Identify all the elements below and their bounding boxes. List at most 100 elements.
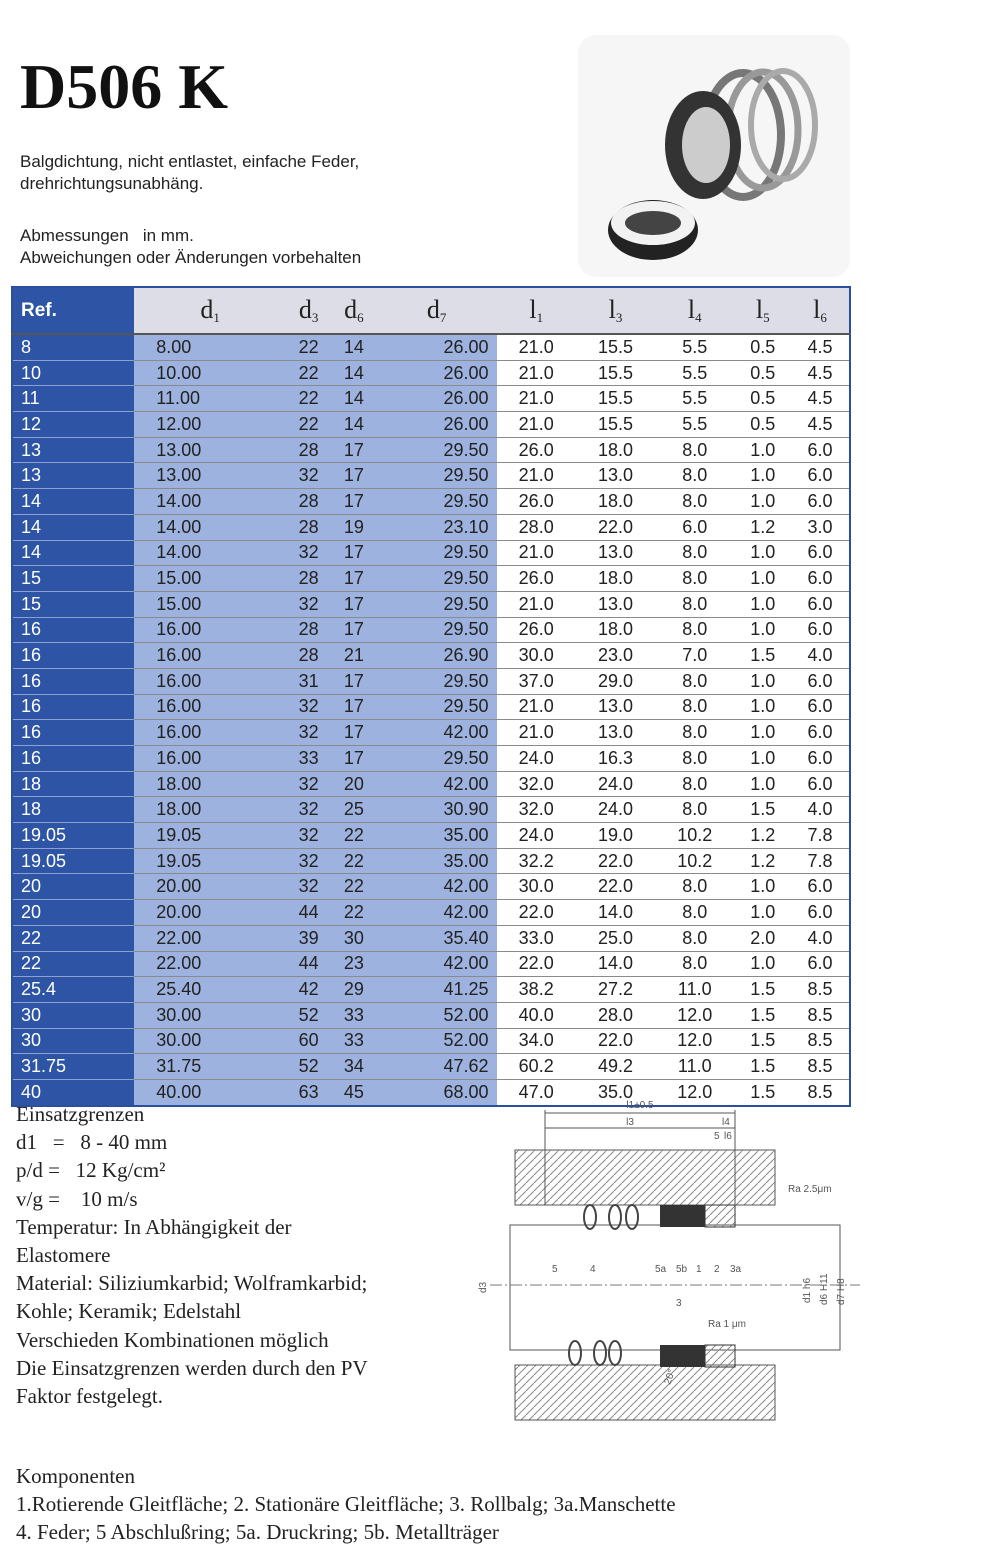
table-cell: 23 (331, 951, 377, 978)
table-cell: 7.8 (791, 848, 850, 875)
table-row: 13 13.00 28 17 29.50 26.0 18.0 8.0 1.0 6.0 (12, 437, 850, 464)
header-subscript: 3 (311, 310, 319, 325)
table-cell: 1.0 (734, 873, 792, 901)
table-cell: 17 (331, 437, 377, 464)
table-cell: 1.0 (734, 565, 792, 592)
table-cell: 22 (331, 822, 377, 849)
table-cell: 35.40 (376, 925, 497, 952)
limit-line: d1 = 8 - 40 mm (16, 1130, 168, 1155)
table-cell: 29.50 (376, 617, 497, 644)
table-cell: 19.05 (134, 822, 286, 849)
table-cell: 6.0 (791, 873, 850, 901)
table-cell: 8.0 (655, 437, 735, 464)
table-row: 8 8.00 22 14 26.00 21.0 15.5 5.5 0.5 4.5 (12, 334, 850, 361)
table-cell: 22.00 (134, 951, 286, 978)
table-cell: 12.0 (655, 1079, 735, 1107)
table-cell: 16 (12, 642, 135, 669)
table-cell: 17 (331, 617, 377, 644)
table-cell: 30.00 (134, 1002, 286, 1029)
table-cell: 31 (285, 668, 332, 695)
table-cell: 32 (285, 694, 332, 721)
table-cell: 10.2 (655, 848, 735, 875)
table-cell: 19.05 (12, 848, 135, 875)
table-cell: 42.00 (376, 873, 497, 901)
table-cell: 14 (331, 385, 377, 413)
table-cell: 16.3 (575, 745, 656, 772)
table-cell: 0.5 (734, 334, 792, 361)
table-cell: 30 (12, 1002, 135, 1029)
table-cell: 16.00 (134, 668, 286, 695)
table-cell: 40.00 (134, 1079, 286, 1107)
table-cell: 8.0 (655, 796, 735, 824)
table-cell: 14 (331, 334, 377, 361)
table-cell: 14.00 (134, 514, 286, 541)
table-cell: 27.2 (575, 976, 656, 1003)
table-cell: 45 (331, 1079, 377, 1107)
table-cell: 30.00 (134, 1028, 286, 1055)
table-cell: 0.5 (734, 385, 792, 413)
table-cell: 8.5 (791, 1002, 850, 1029)
table-cell: 8.0 (655, 617, 735, 644)
table-cell: 17 (331, 565, 377, 592)
table-cell: 12 (12, 411, 135, 438)
table-cell: 16.00 (134, 719, 286, 746)
table-cell: 31.75 (134, 1053, 286, 1080)
table-cell: 19.0 (575, 822, 656, 849)
roughness: Ra 2.5μm (788, 1184, 832, 1195)
table-cell: 60 (285, 1028, 332, 1055)
table-cell: 21.0 (496, 385, 576, 413)
table-cell: 1.2 (734, 822, 792, 849)
table-cell: 22 (285, 411, 332, 438)
header-subscript: 7 (439, 310, 447, 325)
header-subscript: 1 (213, 310, 220, 325)
header-subscript: 5 (763, 310, 770, 325)
table-cell: 5.5 (655, 360, 735, 387)
table-cell: 1.0 (734, 488, 792, 515)
table-cell: 40 (12, 1079, 135, 1107)
header-cell: l3 (575, 287, 656, 335)
table-cell: 29.50 (376, 437, 497, 464)
table-cell: 18.00 (134, 771, 286, 798)
table-row: 16 16.00 31 17 29.50 37.0 29.0 8.0 1.0 6.0 (12, 668, 850, 695)
header-cell: d3 (285, 287, 332, 335)
table-cell: 19.05 (12, 822, 135, 849)
table-cell: 26.90 (376, 642, 497, 669)
table-cell: 4.5 (791, 411, 850, 438)
table-cell: 44 (285, 899, 332, 926)
table-cell: 38.2 (496, 976, 576, 1003)
table-cell: 8.0 (655, 873, 735, 901)
table-cell: 24.0 (575, 796, 656, 824)
table-cell: 0.5 (734, 411, 792, 438)
table-cell: 6.0 (655, 514, 735, 541)
table-cell: 13.0 (575, 694, 656, 721)
table-cell: 8.0 (655, 462, 735, 490)
table-cell: 1.0 (734, 771, 792, 798)
table-cell: 28 (285, 565, 332, 592)
table-cell: 1.0 (734, 694, 792, 721)
table-cell: 20 (331, 771, 377, 798)
table-cell: 8.0 (655, 951, 735, 978)
table-cell: 22 (285, 334, 332, 361)
table-cell: 15.00 (134, 565, 286, 592)
table-cell: 22 (285, 385, 332, 413)
table-cell: 22 (331, 873, 377, 901)
table-cell: 28 (285, 617, 332, 644)
table-row: 18 18.00 32 25 30.90 32.0 24.0 8.0 1.5 4.0 (12, 796, 850, 824)
table-cell: 6.0 (791, 694, 850, 721)
limit-line: v/g = 10 m/s (16, 1186, 138, 1211)
table-cell: 32 (285, 540, 332, 567)
table-cell: 1.0 (734, 540, 792, 567)
table-cell: 8.0 (655, 719, 735, 746)
header-letter: l (813, 295, 821, 324)
table-row: 19.05 19.05 32 22 35.00 32.2 22.0 10.2 1.2 7.8 (12, 848, 850, 875)
dim-label: d3 (478, 1281, 489, 1293)
header-letter: l (755, 295, 764, 324)
table-cell: 0.5 (734, 360, 792, 387)
table-cell: 6.0 (791, 488, 850, 515)
table-cell: 8.0 (655, 899, 735, 926)
table-row: 20 20.00 44 22 42.00 22.0 14.0 8.0 1.0 6.0 (12, 899, 850, 926)
table-cell: 34.0 (496, 1028, 576, 1055)
table-cell: 13 (12, 437, 135, 464)
table-cell: 8.0 (655, 925, 735, 952)
